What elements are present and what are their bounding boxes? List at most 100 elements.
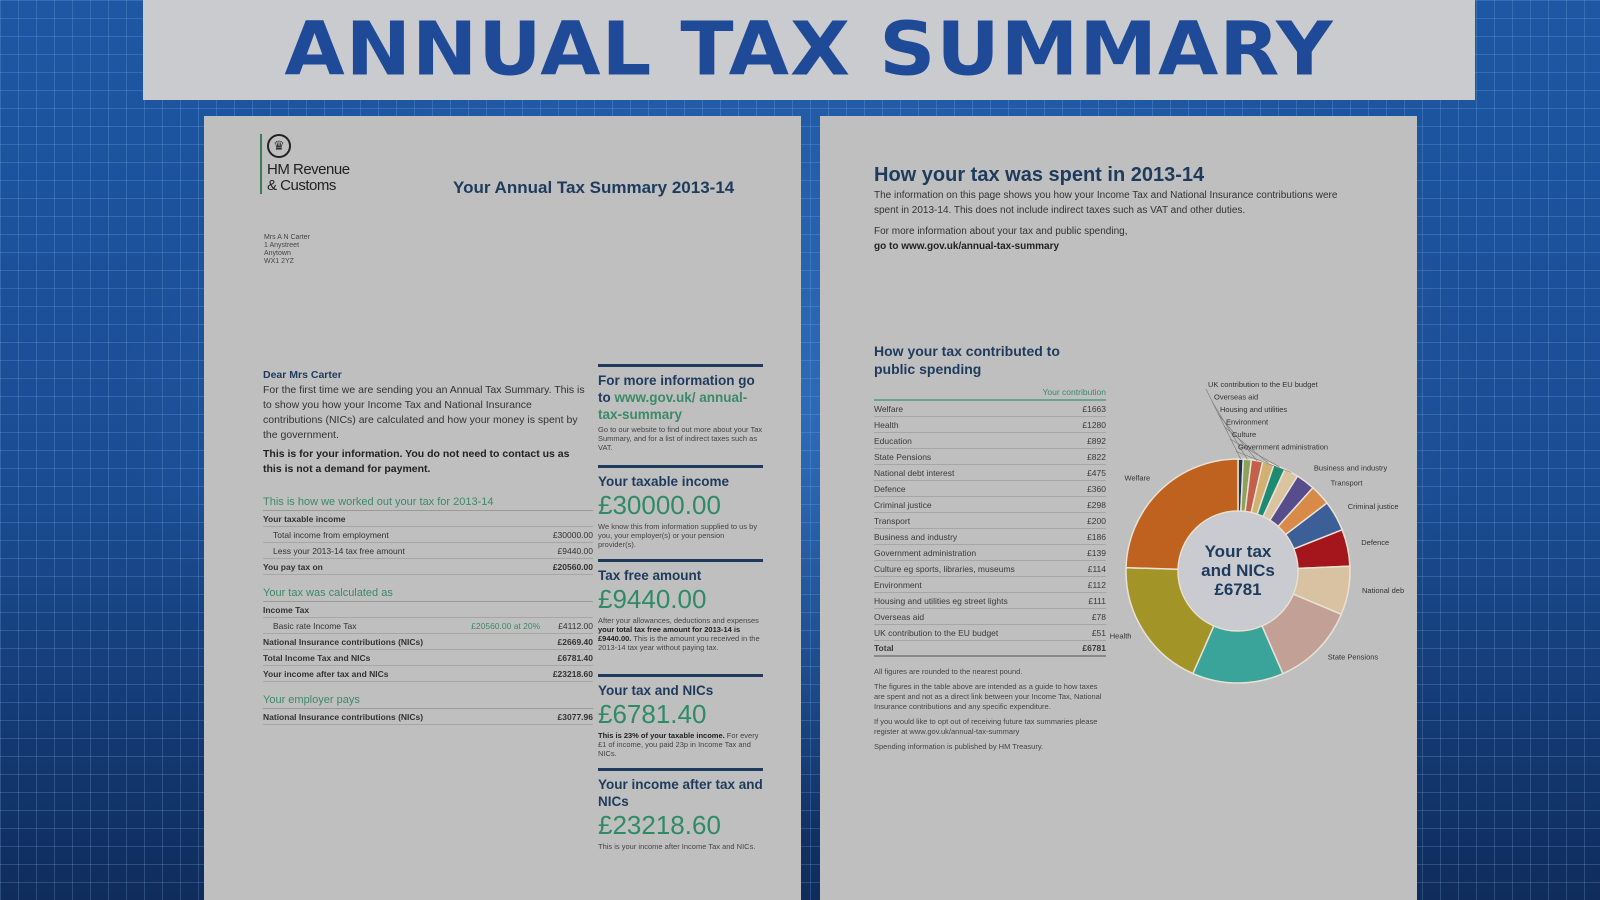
row-label: Health [874,419,899,430]
slice-label: Culture [1232,430,1256,439]
row-label: Defence [874,483,906,494]
section-heading: Your tax was calculated as [263,587,593,602]
row-value: £1280 [1082,419,1106,430]
row-label: Welfare [874,403,904,414]
title-banner: ANNUAL TAX SUMMARY [143,0,1475,100]
address-line: Anytown [264,250,291,257]
text-part: For more information about your tax and … [874,226,1128,237]
row-value: £30000.00 [552,529,593,540]
table-row: Transport £200 [874,513,1106,529]
table-row: Income Tax [263,602,593,618]
intro-paragraph: The information on this page shows you h… [874,190,1338,216]
row-label: Criminal justice [874,499,932,510]
slice-label: Transport [1331,479,1364,488]
tax-nics-heading: Your tax and NICs [598,683,714,698]
letter-notice: This is for your information. You do not… [263,448,570,475]
column-header: Your contribution [874,387,1106,401]
total-row: Total £6781 [874,641,1106,657]
table-row: Environment £112 [874,577,1106,593]
row-value: £23218.60 [552,668,593,679]
slice-label: Health [1110,631,1132,640]
row-value: £186 [1087,531,1106,542]
row-label: Overseas aid [874,611,925,622]
row-value: £1663 [1082,403,1106,414]
slice-label: Welfare [1125,474,1151,483]
row-value: £475 [1087,467,1106,478]
table-row: Government administration £139 [874,545,1106,561]
donut-center-label: and NICs [1201,561,1275,580]
row-label: National Insurance contributions (NICs) [263,636,424,647]
tax-and-nics-box: Your tax and NICs £6781.40 This is 23% o… [598,674,763,758]
footnote: All figures are rounded to the nearest p… [874,667,1023,676]
row-value: £9440.00 [557,545,593,556]
table-row: Defence £360 [874,481,1106,497]
more-info-heading: For more information go to www.gov.uk/ a… [598,372,763,423]
table-row: Your income after tax and NICs £23218.60 [263,666,593,682]
row-rate: £20560.00 at 20% [471,620,541,631]
row-value: £200 [1087,515,1106,526]
leader-line [1235,451,1292,473]
row-label: Less your 2013-14 tax free amount [273,545,405,556]
spending-title: How your tax was spent in 2013-14 [874,164,1205,186]
row-value: £6781.40 [557,652,593,663]
slice-label: Overseas aid [1214,393,1258,402]
row-value: £4112.00 [558,620,593,631]
slice-label: Business and industry [1314,463,1388,472]
row-label: Business and industry [874,531,958,542]
row-value: £112 [1087,579,1106,590]
table-row: Housing and utilities eg street lights £1… [874,593,1106,609]
letter-body: Dear Mrs Carter For the first time we ar… [263,368,585,477]
tax-nics-text: This is 23% of your taxable income. For … [598,731,763,758]
row-value: £3077.96 [557,711,593,722]
table-row: Criminal justice £298 [874,497,1106,513]
address-line: WX1 2YZ [264,258,294,265]
row-label: Your income after tax and NICs [263,668,389,679]
slice-label: Environment [1226,418,1269,427]
row-value: £360 [1087,483,1106,494]
more-info-box: For more information go to www.gov.uk/ a… [598,364,763,452]
row-value: £822 [1087,451,1106,462]
row-value: £2669.40 [557,636,593,647]
section-heading: Your employer pays [263,694,593,709]
row-label: Basic rate Income Tax [273,620,357,631]
row-label: National Insurance contributions (NICs) [263,711,424,722]
row-label: Housing and utilities eg street lights [874,595,1008,606]
more-info-prefix: For more information go to [598,373,755,405]
row-label: Your taxable income [263,513,346,524]
tax-summary-page: ♛ HM Revenue & Customs Your Annual Tax S… [204,116,801,900]
document-title: Your Annual Tax Summary 2013-14 [453,178,735,197]
text-part: This is the amount you received in the 2… [598,634,760,652]
slice-label: UK contribution to the EU budget [1208,380,1319,389]
row-label: Income Tax [263,604,310,615]
row-label: Total income from employment [273,529,389,540]
slice-label: National debt interest [1362,586,1404,595]
row-label: Transport [874,515,911,526]
footnote: The figures in the table above are inten… [874,682,1102,711]
row-value: £111 [1088,595,1106,606]
row-label: State Pensions [874,451,932,462]
gov-uk-link[interactable]: go to www.gov.uk/annual-tax-summary [874,241,1060,252]
row-label: UK contribution to the EU budget [874,627,999,638]
leader-line [1229,438,1280,468]
leader-line [1205,388,1241,460]
address-line: 1 Anystreet [264,242,300,249]
tax-free-amount: £9440.00 [598,584,707,614]
table-row: Culture eg sports, libraries, museums £11… [874,561,1106,577]
row-label: Education [874,435,912,446]
row-value: £51 [1091,627,1106,638]
more-info-paragraph: For more information about your tax and … [874,224,1344,254]
table-row: National debt interest £475 [874,465,1106,481]
letter-paragraph: For the first time we are sending you an… [263,384,585,441]
salutation: Dear Mrs Carter [263,369,342,381]
row-value: £298 [1087,499,1106,510]
tax-free-heading: Tax free amount [598,568,702,583]
row-value: £892 [1087,435,1106,446]
leader-line [1211,401,1248,460]
table-row: Basic rate Income Tax £20560.00 at 20% £41… [263,618,593,634]
after-tax-text: This is your income after Income Tax and… [598,842,756,851]
footnotes: All figures are rounded to the nearest p… [874,667,1104,752]
row-label: Total Income Tax and NICs [263,652,371,663]
row-value: £6781 [1082,643,1106,653]
gov-uk-link[interactable]: www.gov.uk/ annual-tax-summary [598,390,748,422]
taxable-income-box: Your taxable income £30000.00 We know th… [598,465,763,549]
